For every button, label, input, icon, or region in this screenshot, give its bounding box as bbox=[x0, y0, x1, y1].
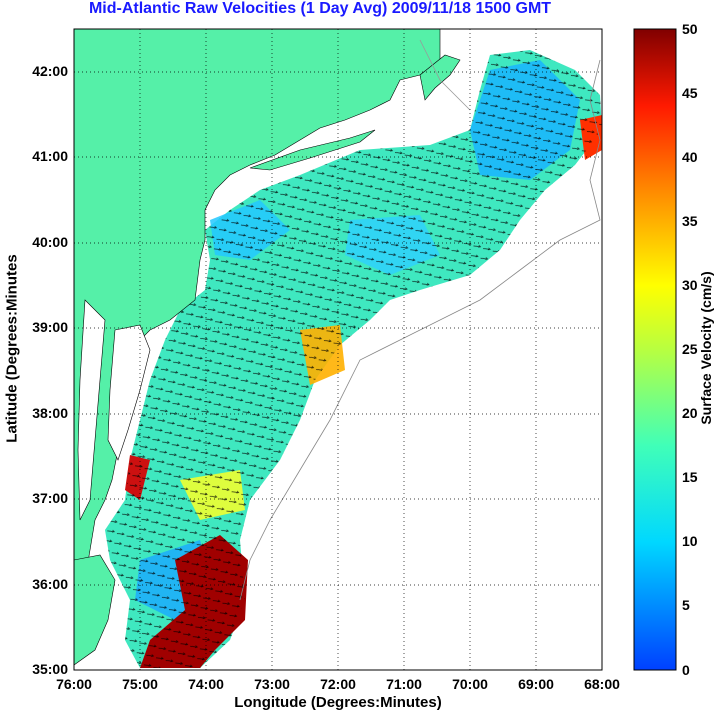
y-tick-label: 38:00 bbox=[32, 405, 68, 421]
y-axis-label: Latitude (Degrees:Minutes bbox=[3, 254, 21, 443]
colorbar-tick-label: 50 bbox=[682, 21, 698, 37]
y-tick-label: 35:00 bbox=[32, 661, 68, 677]
colorbar-tick-label: 30 bbox=[682, 277, 698, 293]
colorbar-label: Surface Velocity (cm/s) bbox=[698, 271, 714, 425]
colorbar-tick-label: 40 bbox=[682, 149, 698, 165]
x-tick-label: 68:00 bbox=[584, 676, 620, 692]
colorbar-tick-label: 45 bbox=[682, 85, 698, 101]
land-long-island bbox=[249, 129, 376, 171]
map-title: Mid-Atlantic Raw Velocities (1 Day Avg) … bbox=[88, 0, 552, 17]
graticule bbox=[74, 29, 602, 670]
colorbar-tick-label: 35 bbox=[682, 213, 698, 229]
land-delmarva bbox=[107, 324, 151, 461]
bathymetry-contour-inner bbox=[419, 39, 471, 111]
velocity-vectors bbox=[105, 50, 602, 668]
plot-frame bbox=[73, 28, 603, 671]
x-tick-label: 75:00 bbox=[122, 676, 158, 692]
colorbar-tick-label: 0 bbox=[682, 662, 690, 678]
x-tick-label: 74:00 bbox=[188, 676, 224, 692]
x-tick-label: 71:00 bbox=[386, 676, 422, 692]
y-tick-label: 42:00 bbox=[32, 63, 68, 79]
y-tick-label: 40:00 bbox=[32, 234, 68, 250]
colorbar-tick-label: 25 bbox=[682, 341, 698, 357]
x-tick-label: 76:00 bbox=[56, 676, 92, 692]
land-outer-banks bbox=[74, 554, 116, 666]
colorbar-tick-label: 5 bbox=[682, 597, 690, 613]
y-tick-label: 36:00 bbox=[32, 576, 68, 592]
x-tick-label: 69:00 bbox=[518, 676, 554, 692]
colorbar bbox=[633, 28, 677, 671]
y-tick-label: 39:00 bbox=[32, 319, 68, 335]
x-tick-label: 72:00 bbox=[320, 676, 356, 692]
x-tick-label: 73:00 bbox=[254, 676, 290, 692]
land-cape-cod bbox=[419, 54, 461, 101]
y-tick-label: 41:00 bbox=[32, 148, 68, 164]
land-new-england bbox=[74, 29, 441, 661]
land-chesapeake bbox=[77, 299, 106, 521]
x-tick-label: 70:00 bbox=[452, 676, 488, 692]
x-axis-label: Longitude (Degrees:Minutes) bbox=[234, 694, 442, 711]
y-tick-label: 37:00 bbox=[32, 490, 68, 506]
colorbar-tick-label: 10 bbox=[682, 533, 698, 549]
bathymetry-contour bbox=[239, 59, 601, 601]
colorbar-tick-label: 20 bbox=[682, 405, 698, 421]
colorbar-tick-label: 15 bbox=[682, 469, 698, 485]
